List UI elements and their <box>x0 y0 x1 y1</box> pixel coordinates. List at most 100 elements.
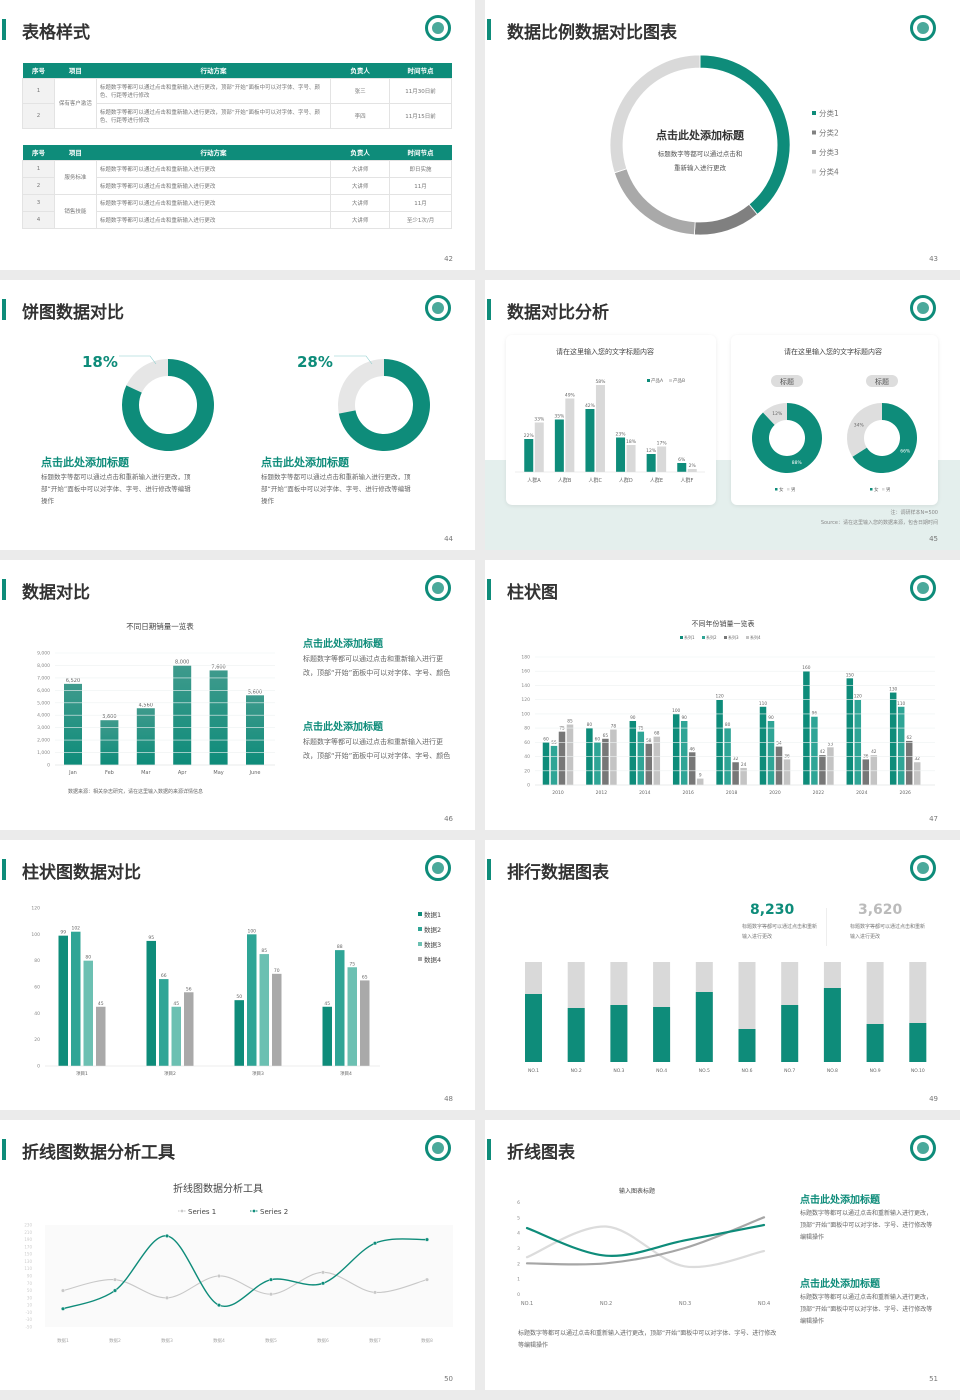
x-tick-label: NO.2 <box>571 1068 582 1074</box>
bar <box>889 692 897 785</box>
y-tick-label: 5,000 <box>37 700 50 706</box>
table-row: 3 销售技能 标题数字等都可以通过点击和重新输入进行更改 大讲师 11月 <box>22 193 452 229</box>
bar <box>862 759 870 785</box>
action-plan-table: 序号 项目 行动方案 负责人 时间节点 1 保有客户激活 标题数字等都可以通过点击和重新输入进… <box>22 63 452 129</box>
y-tick-label: -50 <box>25 1325 32 1330</box>
data-point <box>425 1237 430 1242</box>
bar-fill <box>610 1005 628 1062</box>
item-body: 标题数字等都可以通过点击和重新输入进行更改，顶部“开始”面板中可以对字体、字号、… <box>303 738 451 760</box>
bar <box>542 742 550 785</box>
legend-swatch <box>812 150 816 154</box>
legend-marker <box>252 1209 256 1213</box>
x-tick-label: 数据3 <box>161 1337 173 1344</box>
bar-value-label: 4,560 <box>139 702 153 708</box>
data-point <box>61 1306 66 1311</box>
data-point <box>112 1277 117 1282</box>
y-tick-label: 10 <box>27 1303 33 1308</box>
x-tick-label: 2012 <box>596 790 608 796</box>
y-tick-label: 4,000 <box>37 713 50 719</box>
y-tick-label: 160 <box>521 669 530 675</box>
bar-value-label: 100 <box>672 708 680 714</box>
stat-divider <box>826 908 827 946</box>
page-number: 51 <box>929 1375 938 1383</box>
bar-fill <box>781 1005 799 1062</box>
y-tick-label: 140 <box>521 683 530 689</box>
table-row: 2 标题数字等都可以通过点击和重新输入进行更改，顶部“开始”面板中可以对字体、字号… <box>22 102 452 129</box>
title-accent-bar <box>487 859 491 880</box>
bar <box>767 721 775 785</box>
bar <box>913 762 921 785</box>
bar-value-label: 75 <box>349 961 355 967</box>
page-number: 47 <box>929 815 938 823</box>
bar-value-label: 85 <box>261 948 267 954</box>
bar <box>680 721 688 785</box>
y-tick-label: 0 <box>527 783 530 789</box>
y-tick-label: 70 <box>27 1281 33 1286</box>
item-heading[interactable]: 点击此处添加标题 <box>800 1195 880 1206</box>
bar-value-label: 8,000 <box>175 659 189 665</box>
page-number: 44 <box>444 535 453 543</box>
bar <box>897 706 905 785</box>
bar <box>247 934 257 1066</box>
legend-label: 数据4 <box>424 955 441 964</box>
legend-swatch <box>418 927 422 931</box>
cell-no: 2 <box>22 176 55 195</box>
x-tick-label: 2016 <box>682 790 694 796</box>
percent-label: 18% <box>82 353 118 371</box>
column-header: 负责人 <box>330 145 390 160</box>
x-tick-label: NO.1 <box>521 1301 533 1307</box>
page-number: 43 <box>929 255 938 263</box>
item-heading[interactable]: 点击此处添加标题 <box>800 1279 880 1290</box>
item-heading[interactable]: 点击此处添加标题 <box>303 722 383 733</box>
bar-value-label: 54 <box>776 741 782 747</box>
cell-owner: 大讲师 <box>330 159 391 178</box>
data-point <box>216 1303 221 1308</box>
y-tick-label: 130 <box>24 1259 32 1264</box>
item-heading[interactable]: 点击此处添加标题 <box>261 456 349 469</box>
legend-swatch <box>746 636 749 639</box>
bar-value-label: 160 <box>802 665 810 671</box>
title-accent-bar <box>2 19 6 40</box>
item-body: 标题数字等都可以通过点击和重新输入进行更改，顶部“开始”面板中可以对字体、字号、… <box>261 473 411 505</box>
bar-value-label: 75 <box>638 726 644 732</box>
x-tick-label: 项目3 <box>252 1071 264 1077</box>
bar <box>64 683 82 765</box>
y-tick-label: 5 <box>517 1215 520 1221</box>
bar-fill <box>653 1007 671 1062</box>
bar-value-label: 75 <box>559 726 565 732</box>
bar-value-label: 55 <box>551 740 557 746</box>
slide-line-tool: 折线图数据分析工具 50 折线图数据分析工具 230 210 190 170 150 130… <box>0 1120 475 1390</box>
x-tick-label: Mar <box>141 770 151 776</box>
cell-time: 11月15日前 <box>389 102 452 129</box>
slide-title: 折线图表 <box>507 1143 575 1163</box>
legend-label: 数据1 <box>424 910 441 919</box>
data-point <box>164 1295 169 1300</box>
sample-note: 注：调研样本N=500 <box>890 510 938 516</box>
bar-value-label: 96 <box>812 711 818 717</box>
chart-title: 折线图数据分析工具 <box>173 1182 263 1195</box>
cell-plan: 标题数字等都可以通过点击和重新输入进行更改，顶部“开始”面板中可以对字体、字号、… <box>95 102 332 129</box>
bar-value-label: 70 <box>274 968 280 974</box>
y-tick-label: 6 <box>517 1200 520 1206</box>
column-header: 行动方案 <box>96 63 331 78</box>
series-line <box>525 1216 766 1266</box>
slide-title: 柱状图数据对比 <box>22 863 141 883</box>
x-tick-label: NO.5 <box>699 1068 710 1074</box>
legend-label: Series 1 <box>188 1208 216 1216</box>
item-heading[interactable]: 点击此处添加标题 <box>303 639 383 650</box>
donut-center-title[interactable]: 点击此处添加标题 <box>656 129 744 142</box>
legend-marker <box>180 1209 184 1213</box>
cell-no: 1 <box>22 77 55 104</box>
title-accent-bar <box>2 579 6 600</box>
x-tick-label: 数据5 <box>265 1337 277 1344</box>
y-tick-label: 50 <box>27 1288 33 1293</box>
item-heading[interactable]: 点击此处添加标题 <box>41 456 129 469</box>
bar <box>870 755 878 785</box>
stat-value: 8,230 <box>750 902 795 918</box>
bar-value-label: 50 <box>236 994 242 1000</box>
title-accent-bar <box>487 579 491 600</box>
cell-plan: 标题数字等都可以通过点击和重新输入进行更改 <box>95 159 332 178</box>
donut-slice <box>338 359 384 414</box>
bar <box>732 762 739 785</box>
leader-line <box>119 355 157 365</box>
